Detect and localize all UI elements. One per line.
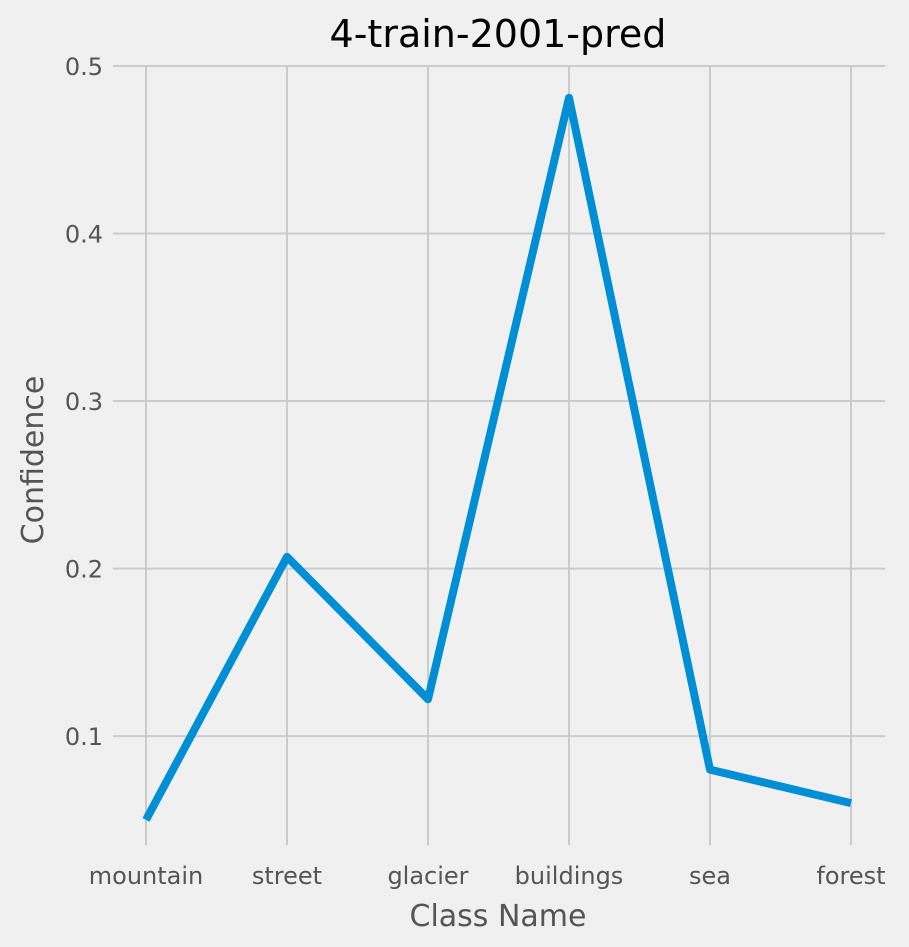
series-line bbox=[142, 93, 852, 822]
x-tick-label: glacier bbox=[387, 862, 468, 890]
x-tick-label: buildings bbox=[515, 862, 624, 890]
y-tick-label: 0.1 bbox=[65, 723, 103, 751]
series-layer bbox=[142, 93, 852, 822]
chart-title: 4-train-2001-pred bbox=[330, 12, 667, 56]
x-tick-label: mountain bbox=[89, 862, 203, 890]
y-tick-labels: 0.1 0.2 0.3 0.4 0.5 bbox=[65, 53, 103, 751]
x-tick-label: street bbox=[252, 862, 322, 890]
x-tick-label: sea bbox=[689, 862, 731, 890]
grid bbox=[113, 65, 885, 845]
x-tick-label: forest bbox=[816, 862, 885, 890]
x-tick-labels: mountain street glacier buildings sea forest bbox=[89, 862, 886, 890]
y-tick-label: 0.4 bbox=[65, 221, 103, 249]
x-axis-label: Class Name bbox=[410, 899, 587, 934]
y-tick-label: 0.2 bbox=[65, 556, 103, 584]
y-axis-label: Confidence bbox=[16, 376, 51, 545]
y-tick-label: 0.5 bbox=[65, 53, 103, 81]
y-tick-label: 0.3 bbox=[65, 388, 103, 416]
